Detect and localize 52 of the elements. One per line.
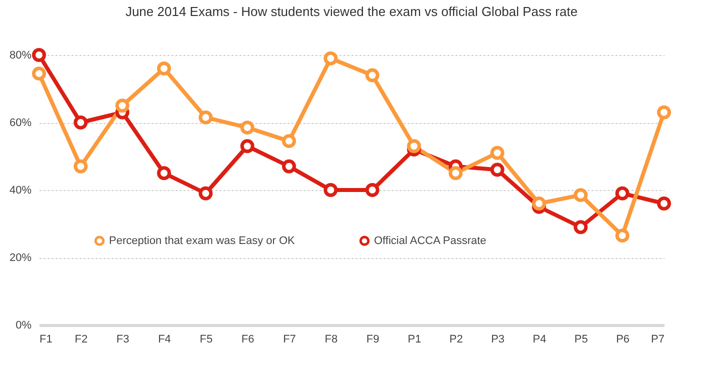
point [490,162,504,177]
x-tick-label: P5 [574,334,588,346]
y-tick-label: 40% [9,184,32,196]
legend-label: Perception that exam was Easy or OK [109,234,296,247]
point [115,98,130,113]
x-tick-label: F1 [40,334,52,346]
point [365,183,380,197]
y-tick-label: 0% [16,320,32,332]
x-tick-label: P2 [449,334,463,346]
x-tick-label: F5 [200,334,213,346]
point [198,186,213,200]
point [448,166,463,180]
point [282,134,296,148]
y-tick-label: 60% [9,117,32,129]
x-tick-label: P3 [491,334,505,346]
point [240,120,254,135]
x-tick-label: F7 [283,334,296,346]
point [157,166,171,180]
chart-title: June 2014 Exams - How students viewed the exam vs official Global Pass rate [125,4,578,19]
point [157,62,171,76]
x-tick-label: P7 [651,334,664,346]
point [615,228,630,243]
point [615,186,630,200]
x-tick-label: P4 [532,334,546,346]
point [407,139,421,154]
point [490,146,504,160]
x-tick-label: F2 [74,334,88,346]
point [365,68,380,82]
point [282,159,296,174]
x-tick-label: F6 [241,334,254,346]
y-tick-label: 80% [9,50,32,62]
x-tick-label: F3 [116,334,130,346]
point [198,110,213,124]
x-tick-label: P6 [616,334,630,346]
x-tick-label: P1 [408,334,422,346]
point [657,105,671,120]
x-tick-label: F8 [324,334,338,346]
y-tick-label: 20% [9,252,32,264]
x-tick-label: F4 [158,334,171,346]
point [657,196,671,210]
x-tick-label: F9 [366,334,380,346]
point [574,220,588,234]
point [574,188,588,202]
point [32,48,46,62]
point [324,51,338,66]
legend-label: Official ACCA Passrate [374,234,486,247]
point [324,183,338,197]
point [74,116,88,130]
point [32,66,46,81]
point [240,139,254,154]
point [74,159,88,174]
point [532,196,546,210]
